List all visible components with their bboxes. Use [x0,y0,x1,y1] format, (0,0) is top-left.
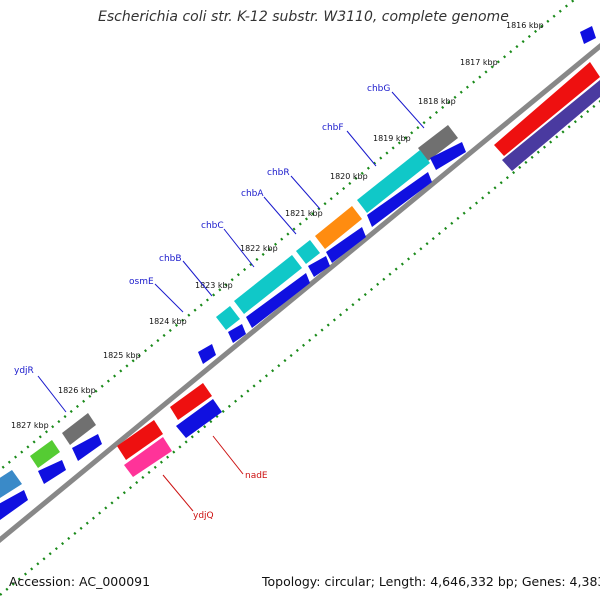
gene-block [176,399,222,438]
gene-arrow [0,490,28,520]
gene-label-osmE: osmE [129,277,154,287]
map-title: Escherichia coli str. K-12 substr. W3110… [98,9,509,25]
gene-arrow [367,172,432,227]
gene-label-chbR: chbR [267,168,290,178]
topology-label: Topology: circular; Length: 4,646,332 bp… [262,574,600,589]
tick-label-1818: 1818 kbp [418,97,456,106]
tick-label-1820: 1820 kbp [330,172,368,181]
accession-label: Accession: AC_000091 [9,574,151,589]
gene-block [216,306,240,330]
forward-genes-inner [0,26,596,520]
gene-block [30,440,60,468]
gene-arrow [198,344,216,364]
gene-arrow [246,273,310,328]
gene-block [315,206,362,249]
gene-label-ydjQ: ydjQ [193,511,214,521]
gene-arrow [72,434,102,461]
tick-label-1824: 1824 kbp [149,317,187,326]
gene-block [62,413,96,445]
forward-genes-outer [0,125,458,498]
gene-arrow [38,460,66,484]
gene-block [0,470,22,498]
gene-arrow [228,324,246,343]
reverse-gene-labels: nadE ydjQ [162,435,268,521]
gene-block [357,150,430,213]
gene-label-ydjR: ydjR [14,366,34,376]
gene-label-nadE: nadE [245,471,268,481]
gene-block [234,255,302,314]
gene-block [170,383,212,420]
tick-label-1825: 1825 kbp [103,351,141,360]
tick-label-1826: 1826 kbp [58,386,96,395]
reverse-genes [117,62,600,477]
gene-block [124,437,172,477]
tick-label-1816: 1816 kbp [506,21,544,30]
gene-block [502,80,600,171]
gene-block [418,125,458,161]
gene-arrow [430,142,466,170]
gene-label-chbC: chbC [201,221,224,231]
gene-block [296,240,320,264]
tick-label-1823: 1823 kbp [195,281,233,290]
gene-label-chbB: chbB [159,254,182,264]
tick-label-1817: 1817 kbp [460,58,498,67]
gene-arrow [580,26,596,44]
tick-label-1819: 1819 kbp [373,134,411,143]
kbp-ticks: 1816 kbp 1817 kbp 1818 kbp 1819 kbp 1820… [11,21,544,430]
tick-label-1827: 1827 kbp [11,421,49,430]
gene-label-chbA: chbA [241,189,264,199]
tick-label-1821: 1821 kbp [285,209,323,218]
gene-label-chbF: chbF [322,123,344,133]
outer-tick-ring [0,0,576,472]
gene-arrow [326,227,366,263]
gene-label-chbG: chbG [367,84,390,94]
gene-block [494,62,600,156]
gene-arrow [308,256,330,277]
forward-gene-labels: chbG chbF chbR chbA chbC chbB osmE ydjR [14,84,425,413]
genome-backbone [0,42,600,544]
gene-block [117,420,163,460]
tick-label-1822: 1822 kbp [240,244,278,253]
inner-tick-ring [0,99,600,596]
